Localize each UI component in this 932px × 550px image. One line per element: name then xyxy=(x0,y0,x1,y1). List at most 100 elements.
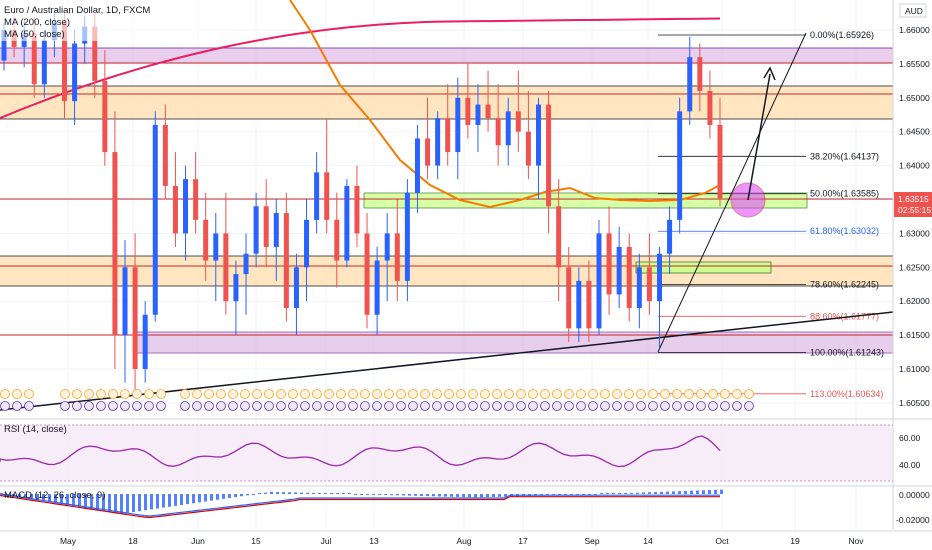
candle-body xyxy=(92,26,98,81)
candle-body xyxy=(334,219,340,261)
event-marker xyxy=(372,389,382,399)
event-marker xyxy=(624,389,634,399)
event-marker xyxy=(264,401,274,411)
macd-bar xyxy=(492,494,495,497)
macd-bar xyxy=(498,494,501,497)
macd-bar xyxy=(48,494,51,502)
macd-bar xyxy=(306,492,309,494)
event-marker xyxy=(564,389,574,399)
macd-bar xyxy=(408,494,411,496)
macd-bar xyxy=(474,494,477,498)
event-marker xyxy=(120,401,130,411)
macd-bar xyxy=(204,494,207,502)
time-tick: Jul xyxy=(321,536,332,546)
rsi-pane[interactable]: RSI (14, close) 60.00 40.00 xyxy=(0,418,932,482)
candle-body xyxy=(546,104,552,207)
event-marker xyxy=(24,389,34,399)
event-marker xyxy=(384,401,394,411)
macd-bar xyxy=(114,494,117,513)
macd-bar xyxy=(630,492,633,494)
projection-arrow[interactable] xyxy=(747,73,771,201)
macd-tick-neg: -0.02000 xyxy=(896,515,930,525)
candle-body xyxy=(455,97,461,153)
event-marker xyxy=(0,401,10,411)
event-marker xyxy=(744,401,754,411)
candle-body xyxy=(132,267,138,369)
event-marker xyxy=(288,401,298,411)
price-tick: 1.64000 xyxy=(899,161,930,171)
macd-bar xyxy=(312,492,315,494)
green-zone-small xyxy=(635,261,772,274)
macd-bar xyxy=(318,493,321,494)
candle-body xyxy=(122,267,128,336)
macd-bar xyxy=(720,489,723,494)
candle-body xyxy=(283,213,289,308)
last-price: 1.63515 xyxy=(898,194,929,204)
event-marker xyxy=(612,401,622,411)
event-marker xyxy=(444,389,454,399)
ma200-label[interactable]: MA (200, close) xyxy=(4,17,70,28)
candle-body xyxy=(616,246,622,295)
macd-bar xyxy=(156,494,159,509)
macd-line xyxy=(0,493,720,517)
macd-bar xyxy=(612,493,615,494)
zones xyxy=(0,47,894,354)
macd-bar xyxy=(330,493,333,494)
rsi-tick-40: 40.00 xyxy=(899,460,921,470)
candle-body xyxy=(304,219,310,268)
event-marker xyxy=(276,389,286,399)
macd-bar xyxy=(426,494,429,497)
event-marker xyxy=(708,389,718,399)
macd-bar xyxy=(180,494,183,505)
event-marker xyxy=(300,389,310,399)
candle-body xyxy=(41,40,47,85)
event-marker xyxy=(84,401,94,411)
fib-level-label: 0.00%(1.65926) xyxy=(810,30,874,40)
ma50-label[interactable]: MA (50, close) xyxy=(4,29,65,40)
event-marker xyxy=(180,389,190,399)
symbol-title[interactable]: Euro / Australian Dollar, 1D, FXCM xyxy=(4,5,150,16)
event-marker xyxy=(180,401,190,411)
event-marker xyxy=(696,389,706,399)
macd-bar xyxy=(210,494,213,501)
candle-body xyxy=(687,57,693,112)
event-marker xyxy=(660,401,670,411)
candle-body xyxy=(183,179,189,234)
event-markers xyxy=(0,389,754,411)
macd-bar xyxy=(108,494,111,512)
fib-diagonal-line[interactable] xyxy=(657,32,807,353)
macd-bar xyxy=(600,493,603,494)
candle-body xyxy=(203,219,209,261)
macd-bar xyxy=(276,491,279,494)
macd-bar xyxy=(696,490,699,494)
candle-body xyxy=(586,280,592,329)
purple-zone-top xyxy=(0,48,893,63)
candle-body xyxy=(535,104,541,166)
fib-level-label: 100.00%(1.61243) xyxy=(810,348,884,358)
macd-pane[interactable]: MACD (12, 26, close, 9) 0.00000 -0.02000 xyxy=(0,485,932,525)
candle-body xyxy=(62,23,68,102)
event-marker xyxy=(384,389,394,399)
candle-body xyxy=(505,111,511,146)
macd-tick-0: 0.00000 xyxy=(899,490,930,500)
event-marker xyxy=(132,401,142,411)
candle-body xyxy=(384,233,390,261)
event-marker xyxy=(192,389,202,399)
macd-bar xyxy=(690,490,693,494)
event-marker xyxy=(348,401,358,411)
macd-bar xyxy=(618,493,621,494)
event-marker xyxy=(348,389,358,399)
candle-body xyxy=(394,233,400,281)
price-axis[interactable]: 1.66000 1.65500 1.65000 1.64500 1.64000 1.635… xyxy=(892,0,930,530)
fib-level-label: 38.20%(1.64137) xyxy=(810,151,879,161)
orange-zone-upper xyxy=(0,86,893,119)
time-axis[interactable]: May 18 Jun 15 Jul 13 Aug 17 Sep 14 Oct 19 Nov xyxy=(0,530,932,546)
fib-level-label: 78.60%(1.62245) xyxy=(810,280,879,290)
event-marker xyxy=(612,389,622,399)
macd-bar xyxy=(30,494,33,499)
ma200-line xyxy=(0,17,721,120)
ma50-line xyxy=(289,0,721,209)
macd-bar xyxy=(456,494,459,497)
fib-retracement[interactable]: 0.00%(1.65926) 38.20%(1.64137) 50.00%(1.63… xyxy=(658,30,884,399)
